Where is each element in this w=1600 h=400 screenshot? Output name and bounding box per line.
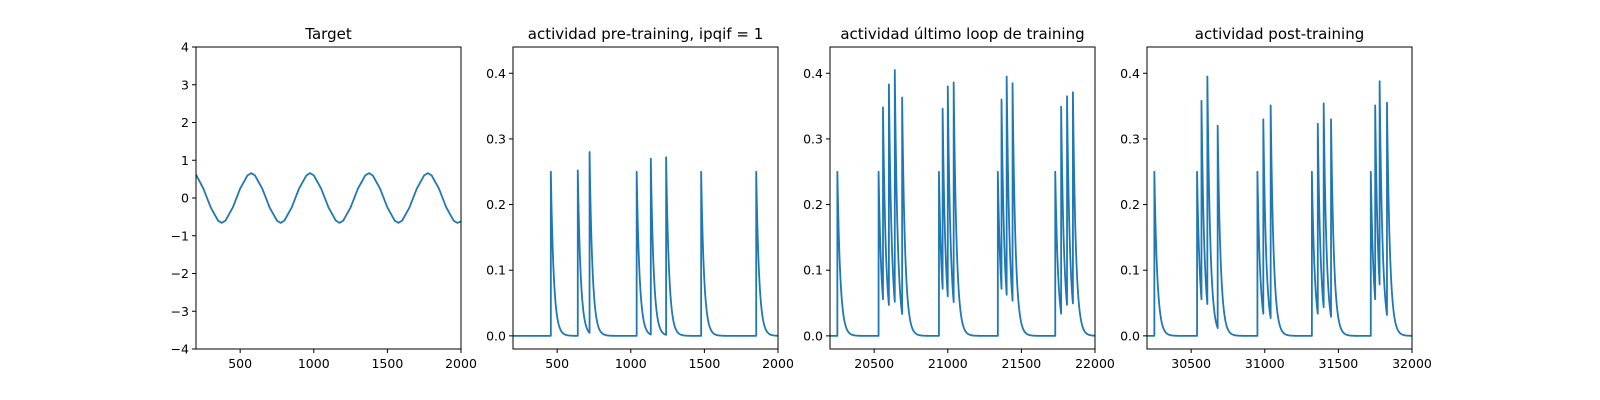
- y-tick-label: 4: [181, 40, 189, 55]
- y-tick-label: 0.3: [1120, 131, 1140, 146]
- x-tick-label: 1500: [688, 356, 720, 371]
- x-tick-label: 2000: [445, 356, 477, 371]
- y-tick-label: 0.1: [803, 263, 823, 278]
- x-tick-label: 30500: [1171, 356, 1211, 371]
- x-tick-label: 22000: [1075, 356, 1115, 371]
- chart-title: actividad último loop de training: [840, 25, 1084, 43]
- x-tick-label: 20500: [854, 356, 894, 371]
- x-tick-label: 500: [545, 356, 569, 371]
- panel-pre-training: 500 1000 1500 2000 0.0 0.1 0.2 0.3 0.4 actividad …: [486, 25, 794, 371]
- x-tick-label: 32000: [1392, 356, 1432, 371]
- x-tick-label: 500: [228, 356, 252, 371]
- y-tick-label: −3: [171, 304, 189, 319]
- chart-title: actividad pre-training, ipqif = 1: [528, 25, 764, 43]
- series-line: [513, 151, 778, 337]
- y-tick-label: 1: [181, 153, 189, 168]
- series-line: [830, 69, 1095, 337]
- y-tick-label: 0.2: [1120, 197, 1140, 212]
- y-tick-label: 0.3: [803, 131, 823, 146]
- y-tick-label: 0.4: [486, 66, 506, 81]
- x-tick-label: 21000: [928, 356, 968, 371]
- y-tick-label: 0.0: [803, 328, 823, 343]
- y-tick-label: 0.4: [1120, 66, 1140, 81]
- x-tick-label: 2000: [762, 356, 794, 371]
- y-tick-label: 0.1: [1120, 263, 1140, 278]
- y-tick-label: 0.2: [803, 197, 823, 212]
- y-tick-label: 0.1: [486, 263, 506, 278]
- y-tick-label: 0.2: [486, 197, 506, 212]
- x-tick-label: 31500: [1319, 356, 1359, 371]
- chart-title: actividad post-training: [1195, 25, 1364, 43]
- chart-title: Target: [304, 25, 352, 43]
- axes-frame: [829, 46, 1096, 350]
- x-tick-label: 1000: [615, 356, 647, 371]
- panel-target: 500 1000 1500 2000 −4 −3 −2 −1 0 1 2 3 4 Target: [171, 25, 477, 371]
- x-tick-label: 31000: [1245, 356, 1285, 371]
- series-line: [196, 172, 461, 224]
- panel-last-training-loop: 20500 21000 21500 22000 0.0 0.1 0.2 0.3 0.4 activ…: [803, 25, 1115, 371]
- y-tick-label: 0.4: [803, 66, 823, 81]
- axes-frame: [1146, 46, 1413, 350]
- panel-post-training: 30500 31000 31500 32000 0.0 0.1 0.2 0.3 0.4 activ…: [1120, 25, 1432, 371]
- y-tick-label: 0.0: [486, 328, 506, 343]
- x-tick-label: 21500: [1002, 356, 1042, 371]
- y-tick-label: 3: [181, 77, 189, 92]
- x-tick-label: 1500: [371, 356, 403, 371]
- y-tick-label: −4: [171, 342, 189, 357]
- y-tick-label: 2: [181, 115, 189, 130]
- axes-frame: [512, 46, 779, 350]
- y-tick-label: 0: [181, 191, 189, 206]
- y-tick-label: 0.0: [1120, 328, 1140, 343]
- series-line: [1147, 75, 1412, 337]
- y-tick-label: −1: [171, 228, 189, 243]
- y-tick-label: −2: [171, 266, 189, 281]
- x-tick-label: 1000: [298, 356, 330, 371]
- y-tick-label: 0.3: [486, 131, 506, 146]
